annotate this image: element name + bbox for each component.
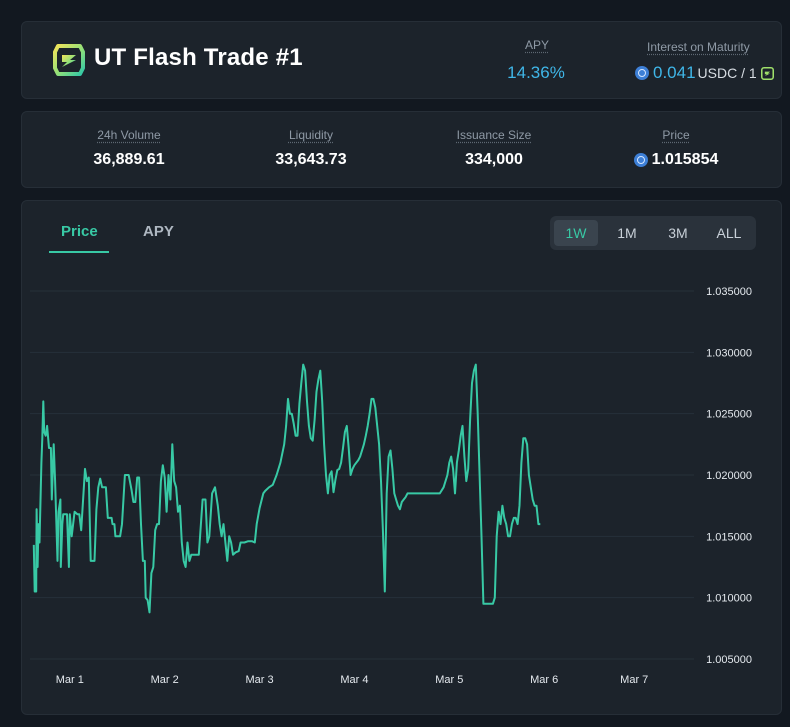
range-1w-button[interactable]: 1W — [554, 220, 598, 246]
header-card: UT Flash Trade #1 APY 14.36% Interest on… — [21, 21, 782, 99]
stat-label: Price — [662, 128, 690, 142]
stat-24h-volume: 24h Volume 36,889.61 — [69, 128, 189, 169]
y-tick-label: 1.025000 — [706, 409, 752, 421]
apy-value: 14.36% — [507, 63, 565, 82]
interest-value-row: 0.041 USDC / 1 — [635, 63, 774, 83]
y-tick-label: 1.010000 — [706, 593, 752, 605]
interest-label: Interest on Maturity — [647, 40, 750, 54]
stat-value: 334,000 — [465, 151, 523, 168]
grid-layer — [30, 290, 694, 660]
x-tick-label: Mar 5 — [435, 674, 463, 686]
stat-value: 36,889.61 — [93, 151, 165, 168]
usdc-coin-icon — [633, 153, 648, 167]
usdc-coin-icon — [635, 66, 649, 80]
y-tick-label: 1.015000 — [706, 531, 752, 543]
x-tick-label: Mar 4 — [340, 674, 368, 686]
chart-card: Price APY 1W 1M 3M ALL 1.035000 1.030000 1… — [21, 200, 782, 715]
apy-label: APY — [525, 38, 550, 52]
time-range-selector: 1W 1M 3M ALL — [550, 216, 756, 250]
stat-value: 33,643.73 — [275, 151, 347, 168]
page-title: UT Flash Trade #1 — [94, 44, 303, 71]
x-tick-label: Mar 2 — [151, 674, 179, 686]
flash-token-icon — [760, 66, 774, 80]
stat-liquidity: Liquidity 33,643.73 — [251, 128, 371, 169]
y-tick-label: 1.030000 — [706, 347, 752, 359]
x-axis: Mar 1 Mar 2 Mar 3 Mar 4 Mar 5 Mar 6 Mar 7 — [56, 674, 649, 686]
price-chart: 1.035000 1.030000 1.025000 1.020000 1.015000… — [30, 286, 752, 686]
x-tick-label: Mar 6 — [530, 674, 558, 686]
interest-unit: USDC / 1 — [697, 65, 757, 81]
tab-apy[interactable]: APY — [143, 223, 174, 240]
stat-label: Liquidity — [288, 128, 334, 142]
x-tick-label: Mar 3 — [245, 674, 273, 686]
stat-label: 24h Volume — [97, 128, 161, 142]
y-tick-label: 1.005000 — [706, 654, 752, 666]
x-tick-label: Mar 7 — [620, 674, 648, 686]
range-all-button[interactable]: ALL — [716, 225, 742, 241]
x-tick-label: Mar 1 — [56, 674, 84, 686]
tab-price[interactable]: Price — [61, 223, 98, 240]
range-1m-button[interactable]: 1M — [617, 225, 637, 241]
flash-trade-logo-icon — [53, 44, 85, 76]
line-layer — [32, 363, 541, 614]
y-axis: 1.035000 1.030000 1.025000 1.020000 1.015000… — [706, 286, 752, 666]
stat-label: Issuance Size — [456, 128, 532, 142]
interest-value: 0.041 — [653, 63, 696, 82]
stat-issuance-size: Issuance Size 334,000 — [434, 128, 554, 169]
stats-card: 24h Volume 36,889.61 Liquidity 33,643.73… — [21, 111, 782, 188]
y-tick-label: 1.020000 — [706, 470, 752, 482]
stat-value-row: 1.015854 — [616, 151, 736, 169]
y-tick-label: 1.035000 — [706, 286, 752, 298]
range-3m-button[interactable]: 3M — [668, 225, 688, 241]
price-series-line — [32, 363, 541, 614]
active-tab-indicator — [49, 251, 109, 253]
stat-price: Price 1.015854 — [616, 128, 736, 169]
stat-value: 1.015854 — [651, 151, 719, 168]
